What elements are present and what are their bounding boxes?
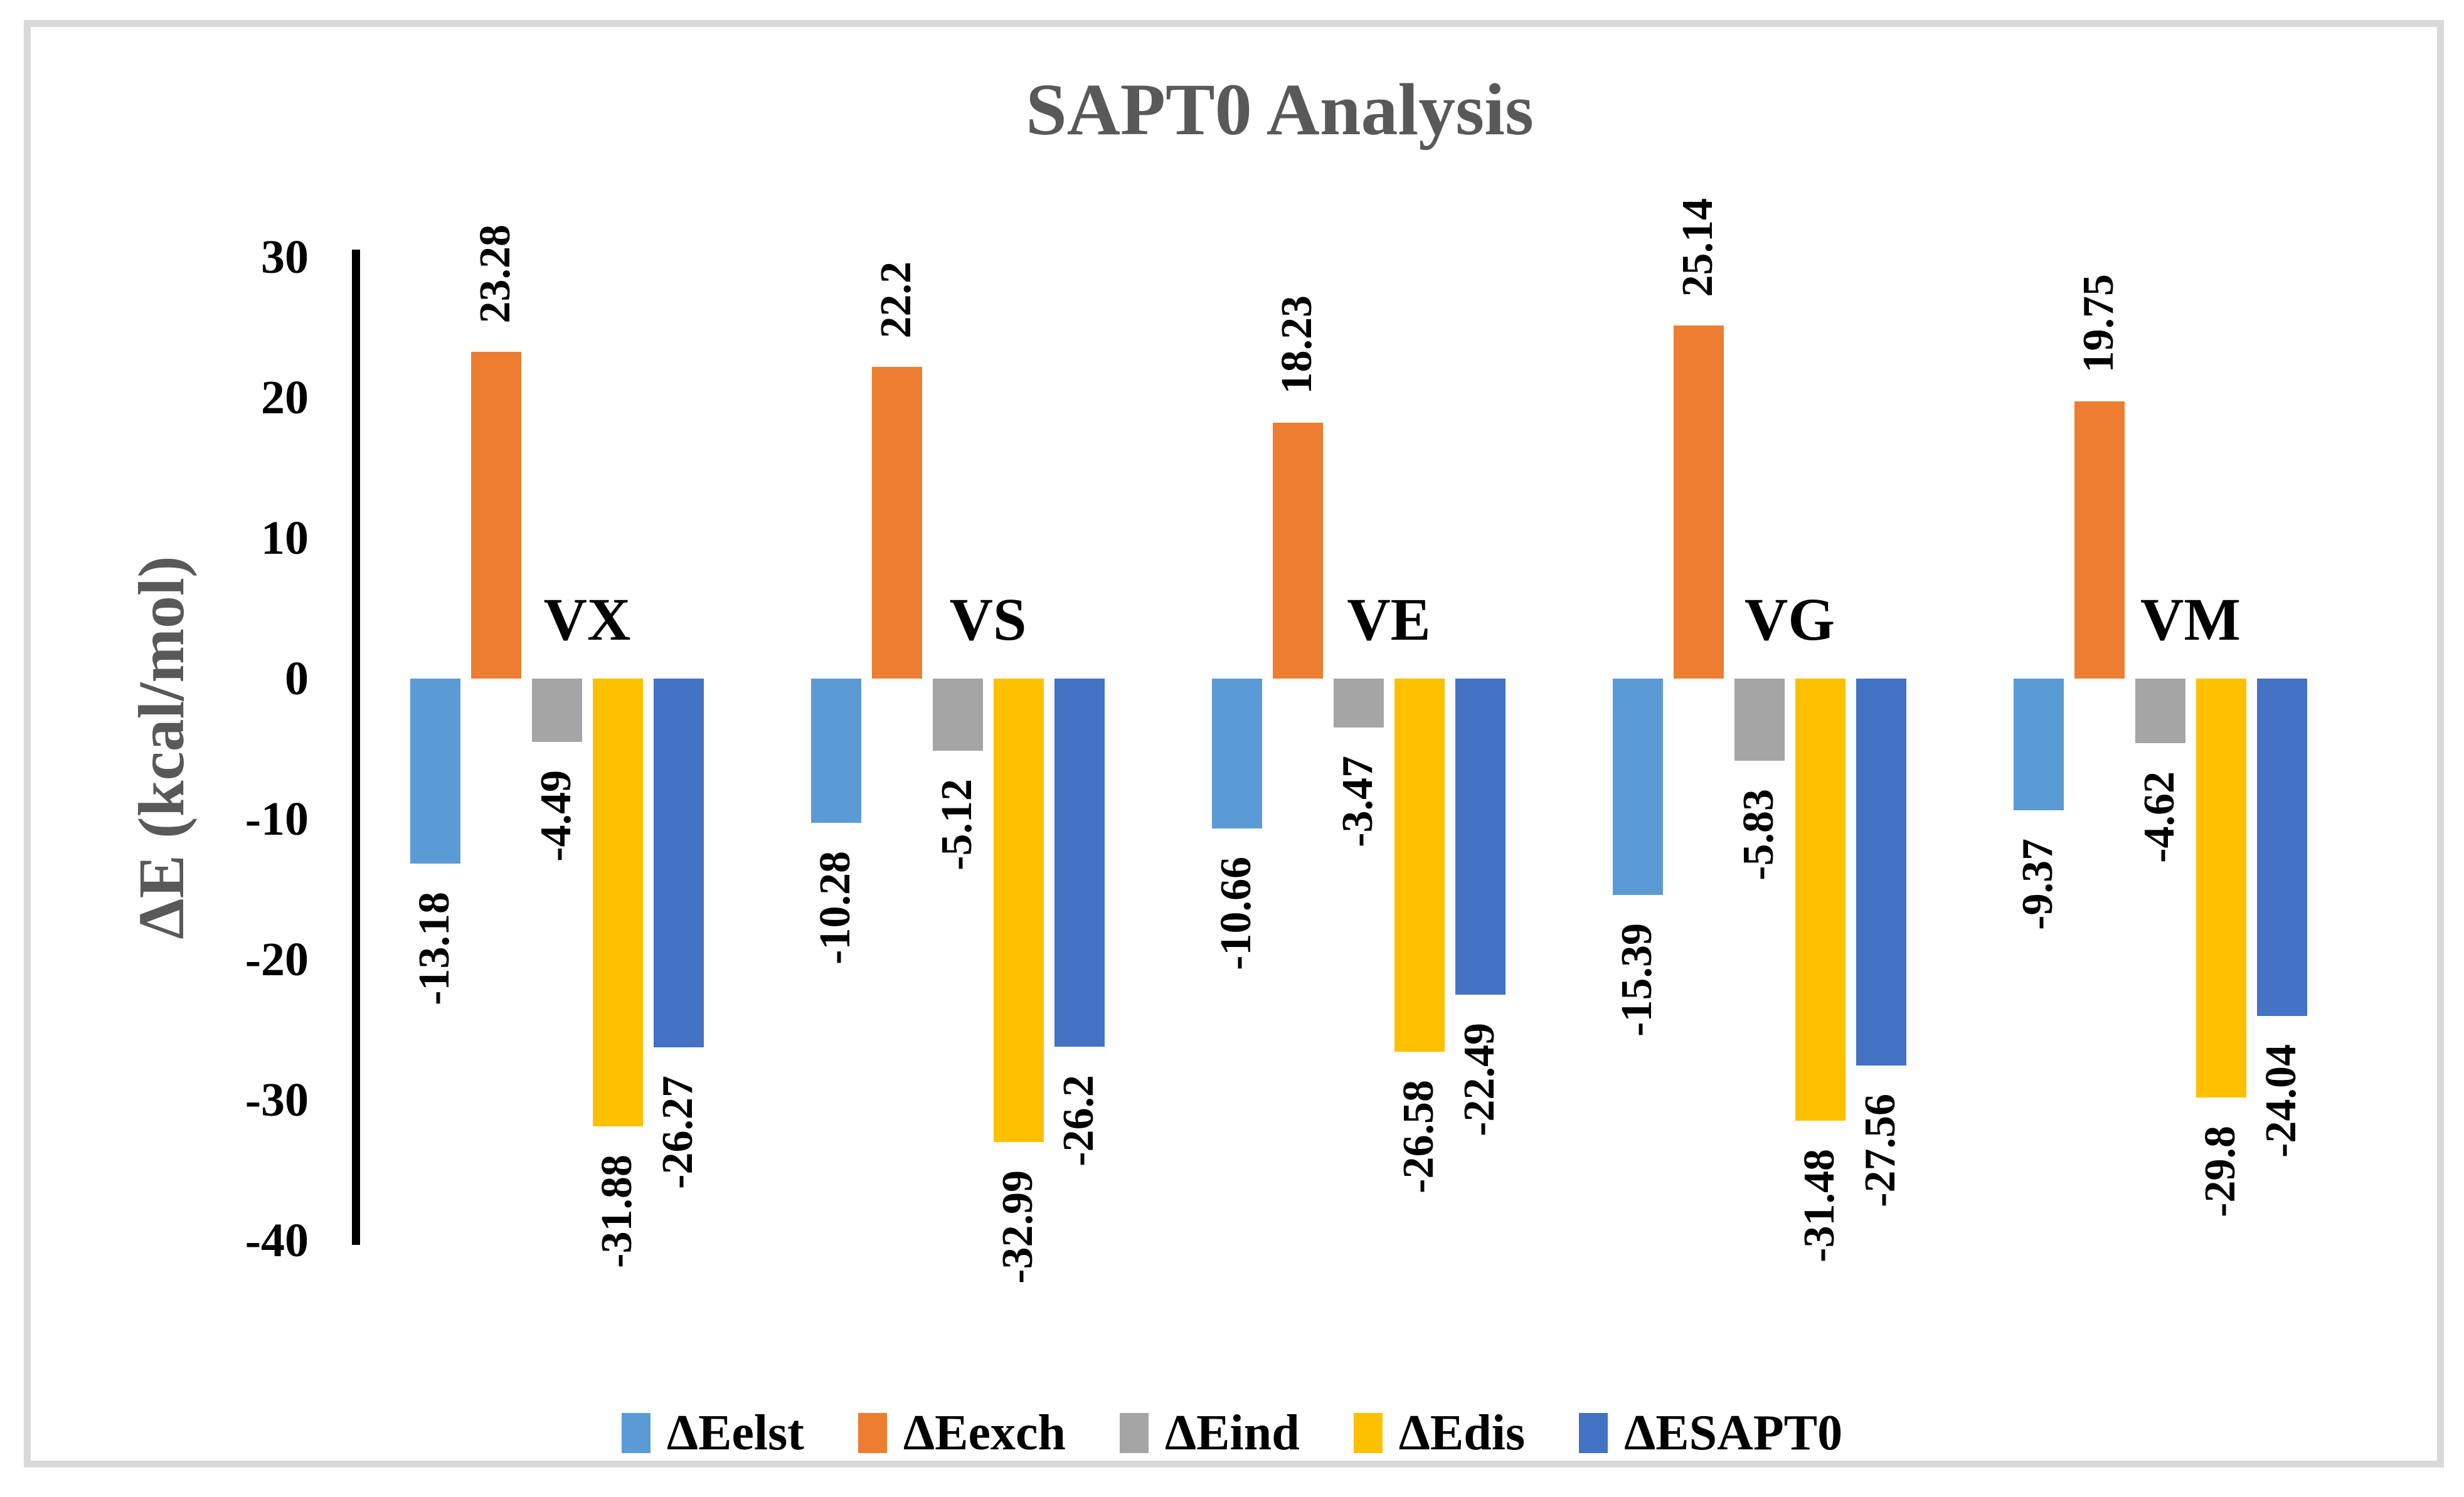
bar-value-label: -22.49 [1455,1022,1504,1136]
category-label: VX [543,586,631,653]
bar [2014,679,2064,810]
bar-value-label: 18.23 [1273,295,1321,394]
y-tick-label: -20 [245,933,309,986]
bar [2257,679,2307,1017]
bar-value-label: -4.49 [532,770,580,862]
legend-label: ΔEelst [666,1405,804,1461]
legend-marker [1579,1413,1608,1453]
y-axis-title: ΔE (kcal/mol) [125,556,198,939]
bar-value-label: -15.39 [1613,923,1661,1037]
legend-label: ΔEexch [903,1405,1066,1461]
bar-value-label: -13.18 [410,892,459,1006]
bar-value-label: -24.04 [2257,1044,2305,1158]
bar [532,679,582,742]
bar [1856,679,1906,1066]
legend-item: ΔEelst [621,1405,804,1461]
bar-value-label: -5.12 [933,778,981,870]
bar-value-label: -26.2 [1054,1074,1103,1166]
bar [654,679,704,1048]
y-tick-label: 10 [261,512,309,564]
figure-border [24,20,2444,1468]
bar-value-label: 23.28 [471,225,519,324]
bar-value-label: -27.56 [1856,1094,1904,1208]
bar-value-label: -26.58 [1394,1080,1443,1194]
bar-value-label: -26.27 [654,1076,702,1190]
legend-label: ΔESAPT0 [1624,1405,1843,1461]
bar-value-label: -5.83 [1734,788,1783,881]
y-tick-label: -40 [245,1214,309,1267]
y-tick-label: 30 [261,231,309,283]
bar [994,679,1044,1142]
category-label: VE [1347,586,1431,653]
legend-label: ΔEdis [1398,1405,1526,1461]
bar-value-label: -10.66 [1212,856,1260,970]
y-tick-label: 20 [261,371,309,424]
legend-marker [1353,1413,1383,1453]
legend-marker [858,1413,887,1453]
bar [2074,401,2125,679]
legend-item: ΔEexch [858,1408,1066,1458]
bar [872,366,922,679]
bar [1674,325,1724,679]
category-label: VM [2140,586,2241,653]
bar-value-label: -29.8 [2196,1125,2244,1217]
bar-value-label: -32.99 [994,1170,1042,1284]
bar-value-label: -31.88 [593,1155,641,1268]
y-tick-label: -10 [245,793,309,845]
y-tick-label: 0 [285,652,309,705]
y-tick-label: -30 [245,1074,309,1126]
legend-marker [1119,1413,1149,1453]
bar-value-label: -4.62 [2135,771,2184,864]
bar-value-label: 19.75 [2074,274,2123,373]
category-label: VS [949,586,1027,653]
legend-marker [621,1413,651,1453]
bar [471,351,521,679]
legend-item: ΔESAPT0 [1579,1408,1842,1458]
category-label: VG [1744,586,1835,653]
bar [811,679,861,823]
bar-value-label: 22.2 [872,262,920,339]
bar [1734,679,1785,761]
bar [1394,679,1445,1052]
bar [1613,679,1663,895]
bar-value-label: -9.37 [2014,838,2062,930]
bar [1054,679,1105,1047]
bar [1795,679,1845,1121]
bar [1455,679,1505,995]
bar [410,679,460,864]
bar [1334,679,1384,727]
bar [593,679,643,1127]
legend: ΔEelst ΔEexch ΔEind ΔEdis ΔESAPT0 [0,1399,2464,1468]
bar-value-label: -31.48 [1795,1149,1844,1262]
bar [2196,679,2246,1098]
chart-title: SAPT0 Analysis [1026,68,1534,151]
legend-item: ΔEind [1119,1405,1300,1461]
legend-label: ΔEind [1164,1405,1300,1461]
bar-value-label: -3.47 [1334,755,1382,847]
bar-value-label: 25.14 [1674,198,1722,297]
bar [1273,422,1323,679]
bar-value-label: -10.28 [811,851,859,965]
bar [1212,679,1262,828]
legend-item: ΔEdis [1353,1405,1526,1461]
y-axis-line [352,250,360,1245]
bar [2135,679,2185,744]
bar [933,679,983,751]
